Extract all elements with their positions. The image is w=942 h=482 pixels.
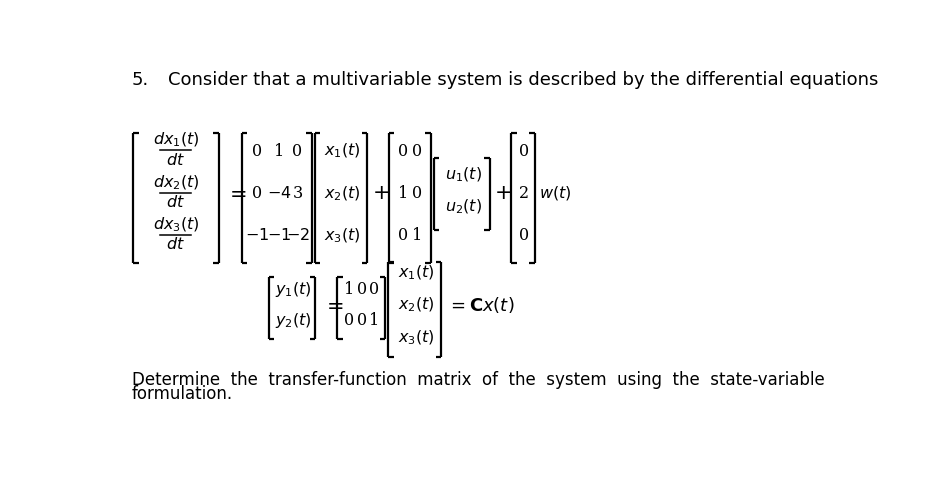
Text: $=$: $=$ xyxy=(225,184,246,203)
Text: Determine  the  transfer-function  matrix  of  the  system  using  the  state-va: Determine the transfer-function matrix o… xyxy=(132,371,824,389)
Text: $dt$: $dt$ xyxy=(167,237,186,254)
Text: Consider that a multivariable system is described by the differential equations: Consider that a multivariable system is … xyxy=(168,71,879,89)
Text: $x_2(t)$: $x_2(t)$ xyxy=(398,296,434,314)
Text: 0: 0 xyxy=(292,143,302,160)
Text: $x_2(t)$: $x_2(t)$ xyxy=(324,184,361,202)
Text: $= \mathbf{C}\mathit{x}(t)$: $= \mathbf{C}\mathit{x}(t)$ xyxy=(447,295,514,315)
Text: 3: 3 xyxy=(292,185,302,202)
Text: 0: 0 xyxy=(519,143,528,160)
Text: $x_3(t)$: $x_3(t)$ xyxy=(324,227,361,245)
Text: 1: 1 xyxy=(345,281,354,298)
Text: 0: 0 xyxy=(412,185,422,202)
Text: $dx_2(t)$: $dx_2(t)$ xyxy=(153,174,199,192)
Text: $+$: $+$ xyxy=(372,184,389,203)
Text: $u_1(t)$: $u_1(t)$ xyxy=(445,166,482,184)
Text: 0: 0 xyxy=(357,281,367,298)
Text: $dt$: $dt$ xyxy=(167,194,186,211)
Text: $=$: $=$ xyxy=(321,295,343,315)
Text: $+$: $+$ xyxy=(495,184,512,203)
Text: 0: 0 xyxy=(412,143,422,160)
Text: 1: 1 xyxy=(412,227,422,244)
Text: 2: 2 xyxy=(519,185,528,202)
Text: 1: 1 xyxy=(398,185,408,202)
Text: $dx_3(t)$: $dx_3(t)$ xyxy=(153,216,199,234)
Text: $y_2(t)$: $y_2(t)$ xyxy=(275,311,312,330)
Text: $x_1(t)$: $x_1(t)$ xyxy=(324,142,361,160)
Text: 0: 0 xyxy=(345,312,354,329)
Text: $dt$: $dt$ xyxy=(167,152,186,169)
Text: 0: 0 xyxy=(398,143,408,160)
Text: 1: 1 xyxy=(274,143,284,160)
Text: 0: 0 xyxy=(398,227,408,244)
Text: $x_1(t)$: $x_1(t)$ xyxy=(398,264,434,282)
Text: $u_2(t)$: $u_2(t)$ xyxy=(445,198,482,216)
Text: $y_1(t)$: $y_1(t)$ xyxy=(275,280,312,299)
Text: 0: 0 xyxy=(252,185,262,202)
Text: 0: 0 xyxy=(369,281,380,298)
Text: 0: 0 xyxy=(519,227,528,244)
Text: 0: 0 xyxy=(252,143,262,160)
Text: $-1$: $-1$ xyxy=(267,227,291,244)
Text: $x_3(t)$: $x_3(t)$ xyxy=(398,328,434,347)
Text: $-1$: $-1$ xyxy=(245,227,269,244)
Text: $w(t)$: $w(t)$ xyxy=(539,184,571,202)
Text: $dx_1(t)$: $dx_1(t)$ xyxy=(153,131,199,149)
Text: formulation.: formulation. xyxy=(132,385,233,403)
Text: $-2$: $-2$ xyxy=(285,227,310,244)
Text: 5.: 5. xyxy=(132,71,149,89)
Text: 0: 0 xyxy=(357,312,367,329)
Text: $-4$: $-4$ xyxy=(267,185,291,202)
Text: 1: 1 xyxy=(369,312,380,329)
